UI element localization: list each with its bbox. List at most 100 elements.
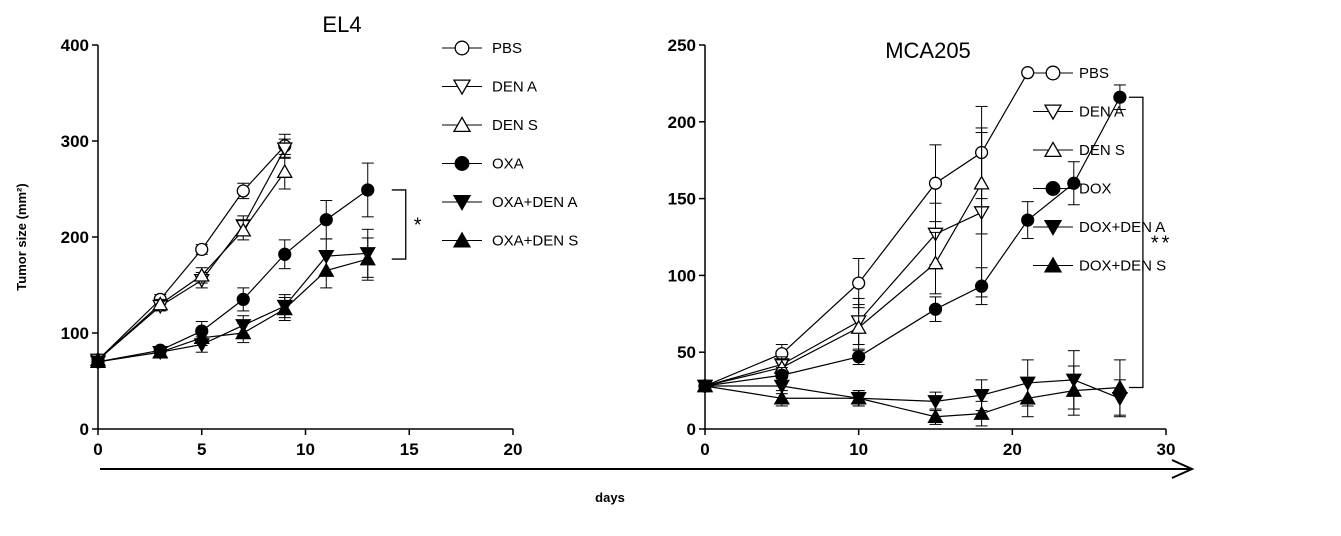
legend-label: DOX+DEN S bbox=[1079, 258, 1166, 275]
data-point bbox=[973, 175, 990, 190]
legend-marker bbox=[452, 231, 472, 248]
data-point bbox=[276, 301, 293, 316]
series-dox bbox=[698, 84, 1127, 393]
legend-item: DEN S bbox=[442, 116, 538, 134]
series-oxa-den-a bbox=[89, 228, 376, 370]
data-point bbox=[359, 251, 376, 266]
legend-marker bbox=[1043, 141, 1063, 158]
data-point bbox=[974, 279, 989, 293]
data-point bbox=[361, 183, 375, 197]
x-tick-label: 20 bbox=[1003, 440, 1022, 459]
significance-label: ** bbox=[1151, 232, 1173, 254]
data-point bbox=[973, 405, 990, 420]
series-den-s bbox=[696, 132, 990, 393]
legend-item: PBS bbox=[442, 40, 522, 57]
legend-marker bbox=[1045, 65, 1061, 81]
series-line bbox=[705, 379, 1121, 402]
data-point bbox=[235, 222, 252, 237]
x-axis-label: days bbox=[595, 490, 625, 505]
series-den-a bbox=[696, 127, 990, 394]
legend-label: DEN A bbox=[1079, 104, 1124, 121]
bracket-line bbox=[1128, 96, 1144, 389]
chart-title: EL4 bbox=[322, 12, 361, 37]
panel-el4: EL4 0 100 200 300 400 0 5 10 15 20 PBS DEN A DEN S OXA… bbox=[61, 12, 579, 459]
series-den-a bbox=[89, 138, 293, 368]
legend-item: DEN S bbox=[1033, 141, 1125, 159]
chart-title: MCA205 bbox=[885, 38, 971, 63]
significance-label: * bbox=[414, 215, 425, 237]
legend-marker bbox=[1043, 219, 1063, 236]
series-line bbox=[97, 145, 286, 361]
legend-marker bbox=[1043, 256, 1063, 273]
legend-label: DEN A bbox=[492, 79, 537, 96]
data-point bbox=[850, 390, 867, 405]
legend-marker bbox=[454, 156, 470, 171]
significance-bracket: * bbox=[391, 189, 425, 260]
data-point bbox=[1019, 390, 1036, 405]
legend-item: OXA bbox=[442, 156, 524, 173]
data-point bbox=[318, 262, 335, 277]
bracket-line bbox=[391, 189, 407, 260]
data-point bbox=[927, 395, 944, 410]
series-line bbox=[704, 96, 1121, 387]
data-point bbox=[193, 267, 210, 282]
data-point bbox=[852, 350, 866, 364]
legend-label: DOX bbox=[1079, 181, 1112, 198]
data-point bbox=[235, 325, 252, 340]
x-tick-label: 15 bbox=[400, 440, 419, 459]
days-arrow bbox=[100, 459, 1195, 479]
legend-item: DOX+DEN S bbox=[1033, 256, 1166, 275]
legend-item: PBS bbox=[1033, 65, 1109, 82]
legend-marker bbox=[1045, 181, 1061, 196]
data-point bbox=[773, 379, 790, 394]
legend-item: DEN A bbox=[1033, 104, 1124, 121]
legend-item: DOX+DEN A bbox=[1033, 219, 1165, 236]
legend-label: OXA bbox=[492, 156, 524, 173]
x-tick-label: 10 bbox=[296, 440, 315, 459]
series-den-s bbox=[89, 153, 293, 367]
y-tick-label: 250 bbox=[668, 36, 696, 55]
days-arrow-head bbox=[1171, 459, 1195, 479]
x-tick-label: 5 bbox=[197, 440, 206, 459]
y-tick-label: 150 bbox=[668, 190, 696, 209]
legend-label: DEN S bbox=[492, 117, 538, 134]
data-point bbox=[278, 247, 292, 261]
significance-bracket: ** bbox=[1128, 96, 1173, 389]
data-point bbox=[928, 176, 943, 190]
x-tick-label: 10 bbox=[849, 440, 868, 459]
data-point bbox=[928, 302, 943, 316]
legend-marker bbox=[452, 194, 472, 211]
axes: 0 50 100 150 200 250 0 10 20 30 bbox=[668, 36, 1176, 459]
y-tick-label: 100 bbox=[61, 324, 89, 343]
data-point bbox=[319, 213, 333, 227]
series-line bbox=[704, 385, 1120, 418]
series-pbs bbox=[91, 133, 292, 367]
data-point bbox=[973, 388, 990, 404]
data-point bbox=[927, 255, 944, 270]
legend-label: DOX+DEN A bbox=[1079, 219, 1165, 236]
legend-label: OXA+DEN A bbox=[492, 194, 577, 211]
panel-mca205: MCA205 0 50 100 150 200 250 0 10 20 30 PBS DEN A DEN … bbox=[668, 36, 1176, 459]
legend-item: OXA+DEN A bbox=[442, 194, 577, 211]
legend-item: DEN A bbox=[442, 79, 537, 96]
x-tick-label: 0 bbox=[93, 440, 102, 459]
y-tick-label: 100 bbox=[668, 266, 696, 285]
legend-marker bbox=[1043, 104, 1063, 121]
data-point bbox=[89, 353, 107, 369]
data-point bbox=[276, 163, 293, 178]
x-tick-label: 30 bbox=[1157, 440, 1176, 459]
series-line bbox=[704, 182, 983, 387]
axes: 0 100 200 300 400 0 5 10 15 20 bbox=[61, 36, 523, 459]
legend-item: OXA+DEN S bbox=[442, 231, 578, 250]
y-tick-label: 400 bbox=[61, 36, 89, 55]
series-dox-den-a bbox=[696, 350, 1129, 418]
data-point bbox=[773, 390, 790, 405]
data-point bbox=[1065, 382, 1082, 397]
data-point bbox=[193, 329, 210, 345]
y-tick-label: 200 bbox=[61, 228, 89, 247]
data-point bbox=[1113, 90, 1127, 104]
series-oxa-den-s bbox=[89, 237, 376, 369]
data-point bbox=[1111, 379, 1129, 394]
series-line bbox=[97, 148, 286, 361]
y-axis-label: Tumor size (mm²) bbox=[14, 183, 29, 290]
